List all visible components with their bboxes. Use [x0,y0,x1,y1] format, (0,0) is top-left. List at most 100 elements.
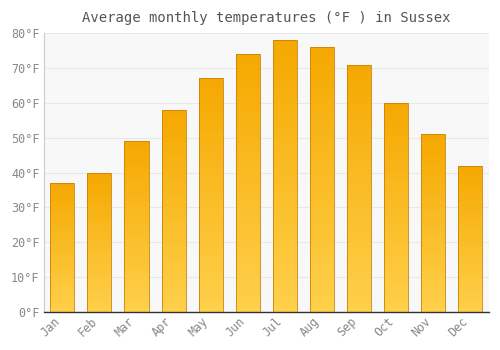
Bar [50,219,74,222]
Bar [50,304,74,307]
Bar [236,219,260,224]
Bar [310,211,334,217]
Bar [273,290,297,295]
Bar [124,288,148,291]
Bar [347,277,371,282]
Bar [162,308,186,312]
Bar [273,279,297,285]
Bar [124,274,148,278]
Bar [310,206,334,211]
Bar [421,248,446,251]
Bar [384,153,408,157]
Bar [162,203,186,207]
Bar [124,247,148,250]
Bar [273,252,297,258]
Bar [310,270,334,275]
Bar [50,240,74,242]
Bar [88,256,112,259]
Bar [347,129,371,134]
Bar [162,292,186,296]
Bar [124,308,148,312]
Bar [88,203,112,206]
Bar [273,105,297,111]
Bar [347,173,371,178]
Bar [198,148,222,153]
Bar [458,177,482,180]
Bar [458,286,482,288]
Bar [347,267,371,272]
Bar [162,280,186,284]
Bar [124,291,148,295]
Bar [50,222,74,224]
Bar [88,175,112,178]
Bar [88,189,112,192]
Bar [273,187,297,192]
Bar [384,170,408,174]
Bar [162,154,186,158]
Bar [421,209,446,212]
Bar [198,270,222,274]
Bar [421,188,446,191]
Bar [88,220,112,223]
Bar [236,265,260,271]
Bar [162,211,186,215]
Bar [458,277,482,280]
Bar [458,241,482,245]
Bar [347,109,371,114]
Bar [384,282,408,287]
Bar [273,170,297,176]
Bar [162,191,186,195]
Bar [50,229,74,232]
Bar [236,126,260,131]
Bar [50,268,74,271]
Bar [50,224,74,227]
Bar [124,278,148,281]
Bar [421,284,446,287]
Bar [162,223,186,227]
Bar [88,251,112,253]
Bar [236,162,260,168]
Bar [384,303,408,308]
Bar [421,198,446,202]
Bar [273,165,297,170]
Bar [273,306,297,312]
Bar [236,296,260,301]
Bar [88,217,112,220]
Bar [236,70,260,75]
Bar [124,302,148,305]
Bar [421,298,446,301]
Bar [236,54,260,59]
Bar [421,234,446,237]
Bar [384,161,408,166]
Bar [273,84,297,89]
Bar [198,265,222,270]
Bar [421,184,446,188]
Bar [310,264,334,270]
Bar [310,158,334,163]
Bar [458,247,482,250]
Bar [384,232,408,237]
Bar [458,204,482,206]
Bar [162,235,186,239]
Bar [273,176,297,181]
Bar [50,216,74,219]
Bar [273,62,297,67]
Bar [236,281,260,286]
Bar [88,237,112,239]
Bar [124,223,148,226]
Bar [421,255,446,259]
Bar [384,199,408,203]
Bar [458,271,482,274]
Bar [124,193,148,196]
Bar [421,287,446,290]
Bar [88,209,112,211]
Bar [50,258,74,260]
Bar [458,206,482,209]
Bar [236,271,260,276]
Bar [421,155,446,159]
Bar [162,255,186,259]
Bar [347,297,371,302]
Bar [198,158,222,162]
Bar [421,308,446,312]
Bar [236,157,260,162]
